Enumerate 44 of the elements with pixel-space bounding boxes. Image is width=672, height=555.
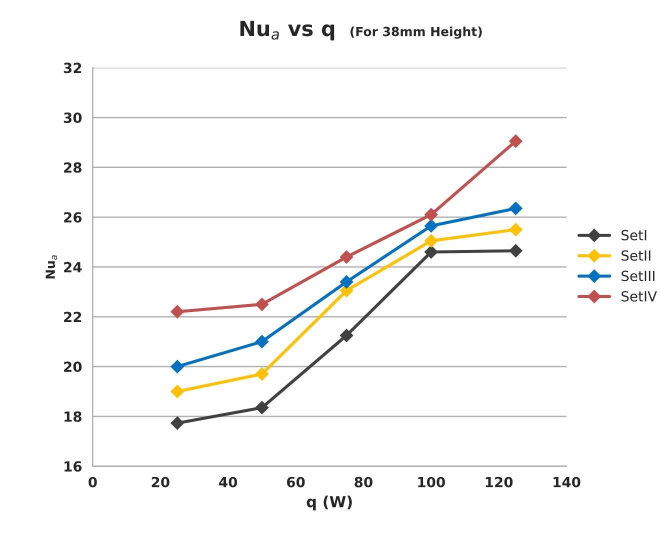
point <box>340 328 354 342</box>
point <box>424 234 438 248</box>
legend-label: SetIII <box>622 270 654 282</box>
point <box>424 208 438 222</box>
y-tick-label: 28 <box>64 162 82 173</box>
x-tick-label: 0 <box>88 476 97 488</box>
point <box>340 250 354 264</box>
x-tick-label: 40 <box>219 476 238 488</box>
legend-label: SetII <box>622 250 650 261</box>
point <box>509 244 522 258</box>
y-tick-label: 30 <box>64 112 82 123</box>
y-tick-label: 22 <box>64 312 82 322</box>
y-tick-label: 24 <box>64 262 82 272</box>
x-axis-title: q (W) <box>306 496 352 510</box>
y-tick-label: 32 <box>64 62 82 74</box>
y-tick-label: 16 <box>64 461 82 472</box>
y-axis-title: Nu$_{a}$ <box>46 255 57 278</box>
point <box>255 401 269 414</box>
point <box>509 202 522 216</box>
legend-label: SetI <box>622 230 646 240</box>
point <box>170 305 184 318</box>
legend-label: SetIV <box>622 291 657 302</box>
point <box>424 219 438 232</box>
point <box>255 335 269 348</box>
x-tick-label: 80 <box>354 476 372 488</box>
y-tick-label: 18 <box>64 411 82 422</box>
chart-title: Nu$_{a}$ vs q <box>240 20 334 40</box>
point <box>170 384 184 398</box>
x-tick-label: 20 <box>152 476 170 488</box>
x-tick-label: 60 <box>286 476 305 488</box>
point <box>170 416 184 430</box>
point <box>424 245 438 259</box>
x-tick-label: 120 <box>486 476 513 488</box>
point <box>340 275 354 288</box>
chart-subtitle: (For 38mm Height) <box>350 26 482 39</box>
point <box>255 367 269 381</box>
x-tick-label: 140 <box>554 476 580 488</box>
point <box>509 223 522 236</box>
point <box>255 298 269 311</box>
point <box>509 134 522 148</box>
y-tick-label: 26 <box>64 212 82 223</box>
y-tick-label: 20 <box>64 362 82 372</box>
point <box>170 360 184 374</box>
x-tick-label: 100 <box>418 476 445 488</box>
